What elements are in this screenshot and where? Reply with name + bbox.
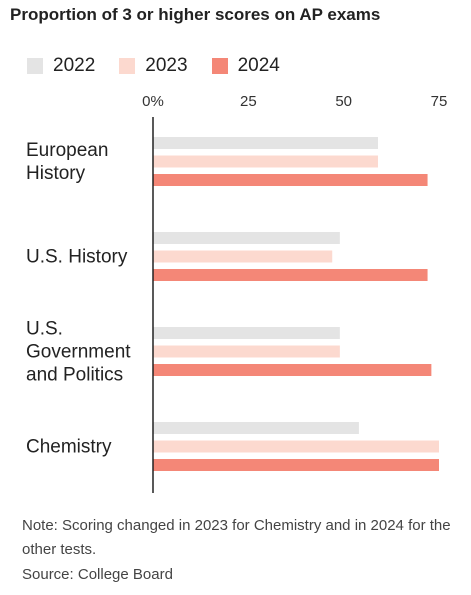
x-tick-label: 50 <box>335 93 352 110</box>
bar-2023-2 <box>153 345 340 358</box>
x-tick-label: 75 <box>431 93 448 110</box>
category-label: European History <box>26 140 108 184</box>
category-label: Chemistry <box>26 437 112 458</box>
chart-note: Note: Scoring changed in 2023 for Chemis… <box>22 517 451 558</box>
category-label: U.S. Government and Politics <box>26 319 131 386</box>
x-tick-label: 25 <box>240 93 257 110</box>
legend: 2022 2023 2024 <box>27 55 304 77</box>
legend-swatch-2022 <box>27 58 43 74</box>
bar-2023-3 <box>153 440 439 453</box>
bar-2024-2 <box>153 364 432 376</box>
bar-2022-2 <box>153 327 340 339</box>
legend-label-2023: 2023 <box>145 55 188 76</box>
chart-title: Proportion of 3 or higher scores on AP e… <box>10 5 381 24</box>
x-tick-label: 0% <box>142 93 164 110</box>
bar-2023-1 <box>153 250 333 263</box>
legend-item-2024: 2024 <box>211 55 280 77</box>
bar-2022-3 <box>153 422 359 434</box>
chart-source: Source: College Board <box>22 566 173 583</box>
bar-chart: 0% 25 50 75 European History U.S. History U.S. G… <box>26 93 448 493</box>
legend-swatch-2024 <box>211 58 228 74</box>
bar-2022-1 <box>153 232 340 244</box>
legend-swatch-2023 <box>119 58 136 74</box>
legend-item-2022: 2022 <box>27 55 95 77</box>
category-label: U.S. History <box>26 247 128 268</box>
bar-2022-0 <box>153 137 378 149</box>
bar-2024-1 <box>153 269 428 281</box>
bar-2024-0 <box>153 174 428 186</box>
bar-2023-0 <box>153 155 378 168</box>
bar-2024-3 <box>153 459 439 471</box>
legend-label-2022: 2022 <box>53 55 96 76</box>
legend-label-2024: 2024 <box>237 55 280 76</box>
legend-item-2023: 2023 <box>119 55 188 77</box>
